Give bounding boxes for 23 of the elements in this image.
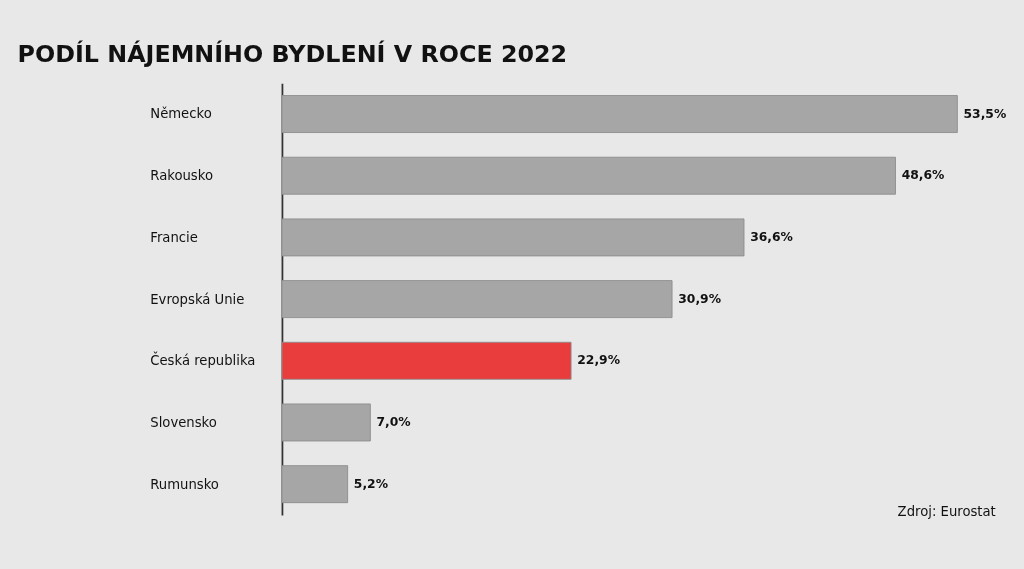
bar [281, 465, 349, 504]
bar [281, 341, 572, 380]
data-label: 36,6% [750, 229, 793, 244]
y-tick-label: Evropská Unie [150, 291, 245, 307]
bar [281, 95, 958, 133]
bar [281, 156, 896, 195]
y-tick-label: Francie [150, 229, 198, 245]
data-label: 53,5% [963, 106, 1007, 121]
annotation: Zdroj: Eurostat [897, 503, 996, 519]
bar [281, 280, 673, 319]
chart-title: PODÍL NÁJEMNÍHO BYDLENÍ V ROCE 2022 [17, 40, 568, 69]
bar [281, 218, 745, 257]
y-tick-label: Rumunsko [150, 476, 219, 492]
y-tick-label: Slovensko [150, 414, 217, 430]
y-tick-label: Německo [150, 106, 212, 122]
data-label: 48,6% [901, 168, 945, 183]
bar [281, 403, 371, 442]
data-label: 7,0% [376, 415, 411, 429]
data-label: 22,9% [577, 353, 621, 368]
y-tick-label: Česká republika [150, 351, 256, 369]
y-tick-label: Rakousko [150, 168, 213, 184]
data-label: 30,9% [678, 291, 721, 306]
data-label: 5,2% [353, 476, 389, 491]
